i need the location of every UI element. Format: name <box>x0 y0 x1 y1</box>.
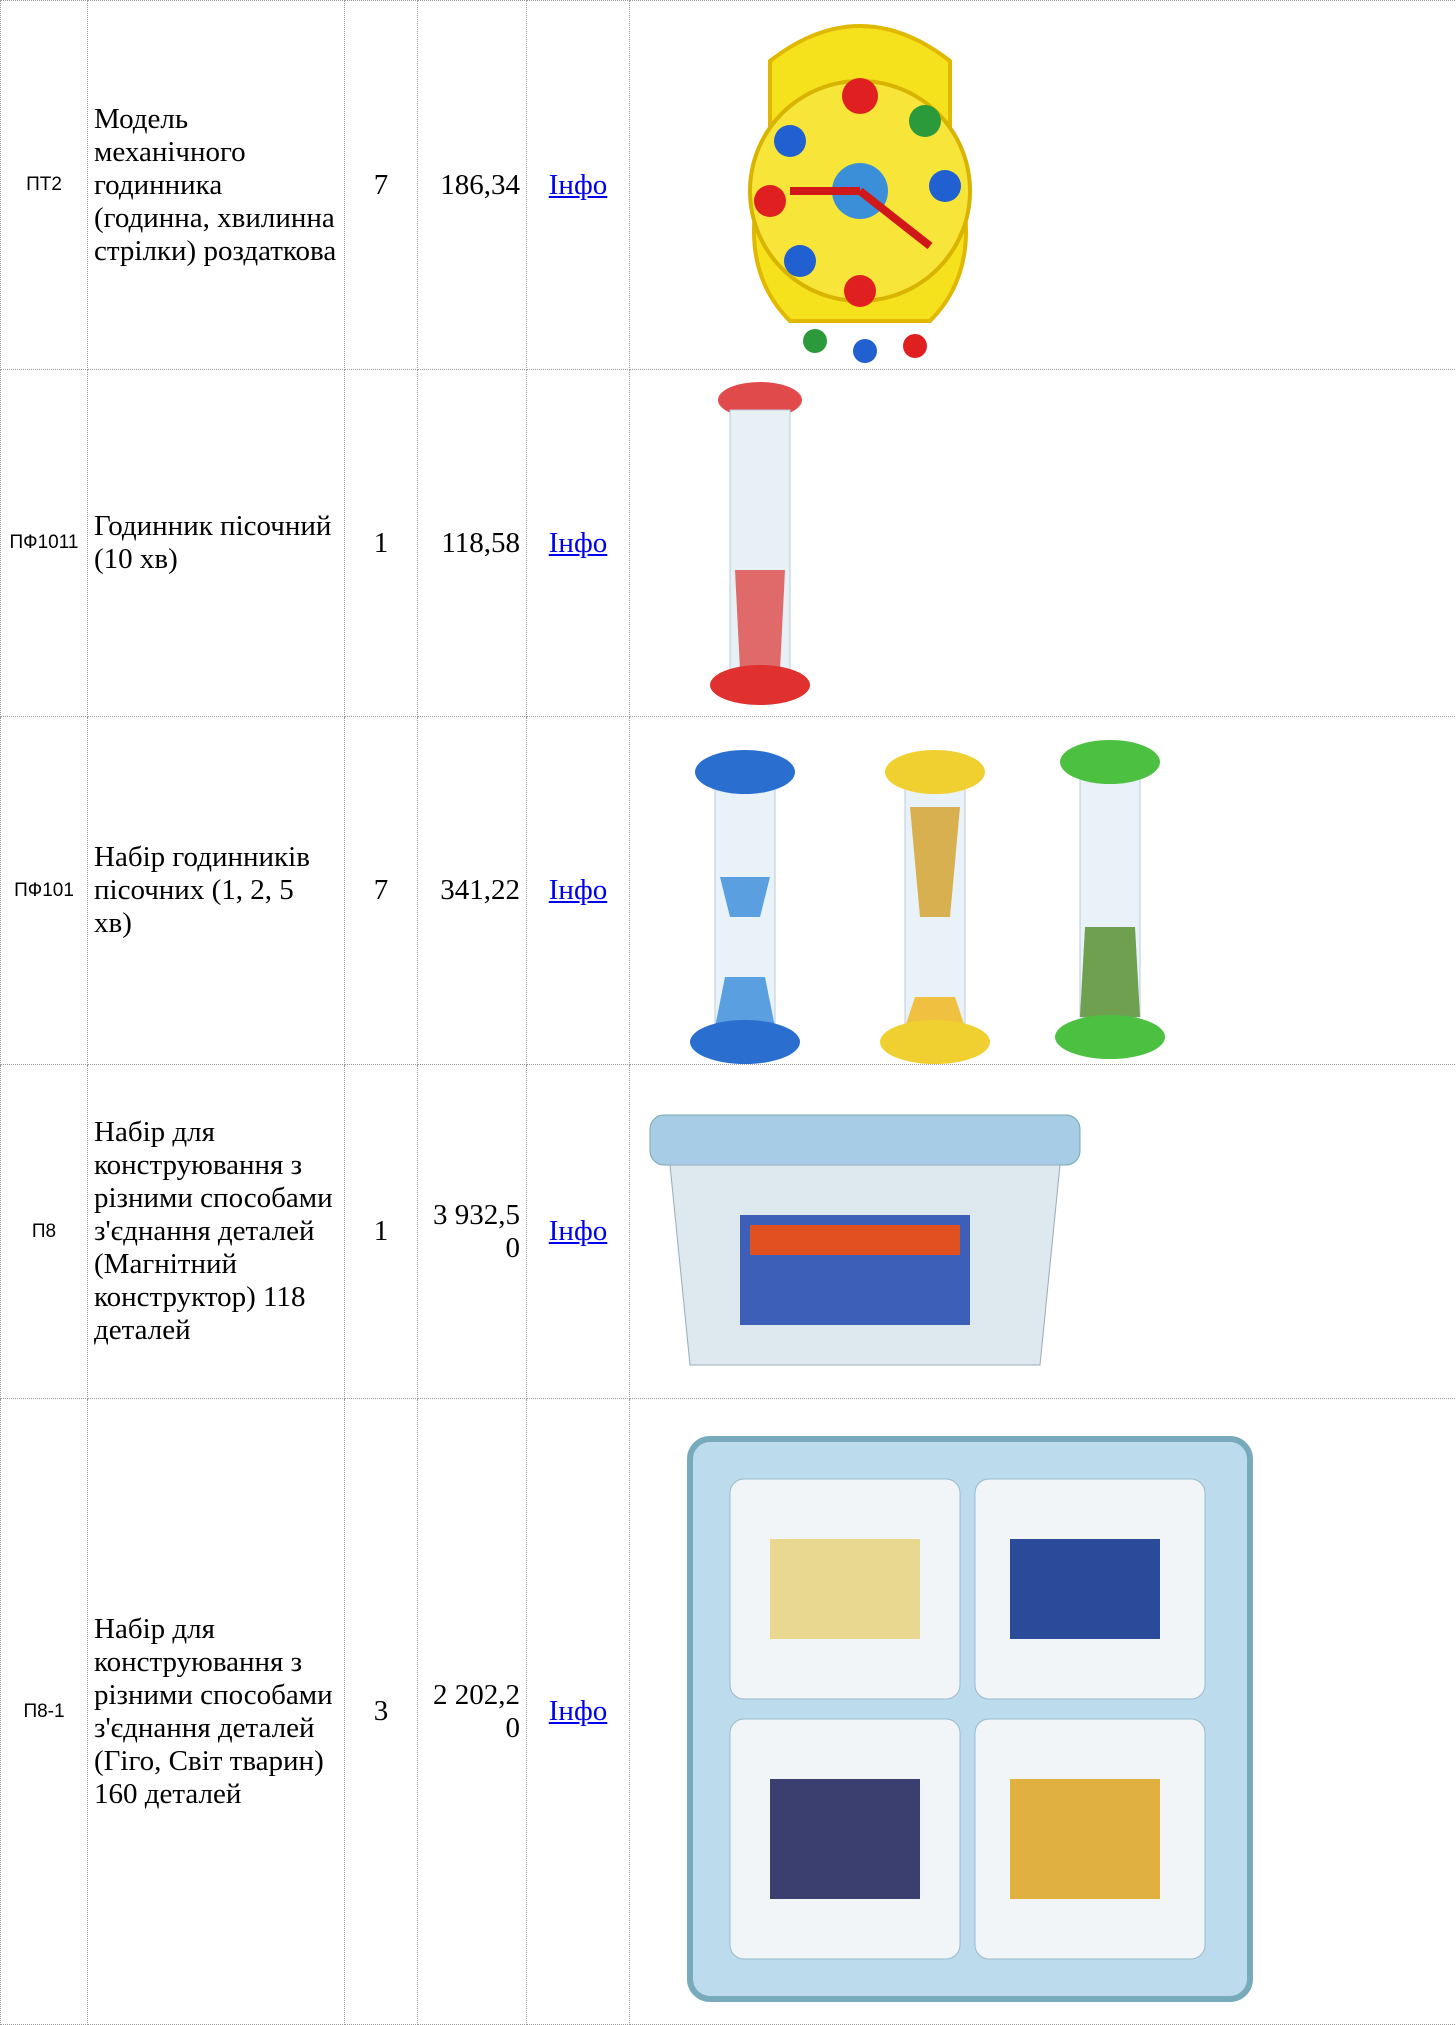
product-image <box>630 717 1456 1064</box>
product-image <box>630 1065 1456 1398</box>
info-link[interactable]: Інфо <box>549 169 607 201</box>
product-image-cell <box>630 1065 1456 1399</box>
product-code: П8-1 <box>1 1399 88 2025</box>
product-code: ПФ101 <box>1 717 88 1065</box>
product-image-cell <box>630 717 1456 1065</box>
product-name: Набір годинників пісочних (1, 2, 5 хв) <box>88 717 345 1065</box>
quantity: 7 <box>345 717 418 1065</box>
quantity: 1 <box>345 370 418 717</box>
quantity: 3 <box>345 1399 418 2025</box>
product-name: Модель механічного годинника (годинна, х… <box>88 1 345 370</box>
quantity: 1 <box>345 1065 418 1399</box>
info-link[interactable]: Інфо <box>549 1695 607 1727</box>
product-image <box>630 1 1456 369</box>
product-image <box>630 370 1456 716</box>
table-cell: Інфо <box>527 1065 630 1399</box>
table-cell: Інфо <box>527 370 630 717</box>
product-code: ПТ2 <box>1 1 88 370</box>
info-link[interactable]: Інфо <box>549 874 607 906</box>
product-code: П8 <box>1 1065 88 1399</box>
price: 186,34 <box>418 1 527 370</box>
quantity: 7 <box>345 1 418 370</box>
product-image-cell <box>630 370 1456 717</box>
table-cell: Інфо <box>527 1 630 370</box>
product-name: Набір для конструювання з різними способ… <box>88 1399 345 2025</box>
price: 3 932,50 <box>418 1065 527 1399</box>
product-image <box>630 1399 1456 2024</box>
info-link[interactable]: Інфо <box>549 1215 607 1247</box>
table-cell: Інфо <box>527 717 630 1065</box>
price: 118,58 <box>418 370 527 717</box>
product-code: ПФ1011 <box>1 370 88 717</box>
product-name: Набір для конструювання з різними способ… <box>88 1065 345 1399</box>
price: 341,22 <box>418 717 527 1065</box>
price: 2 202,20 <box>418 1399 527 2025</box>
table-cell: Інфо <box>527 1399 630 2025</box>
product-image-cell <box>630 1 1456 370</box>
product-name: Годинник пісочний (10 хв) <box>88 370 345 717</box>
info-link[interactable]: Інфо <box>549 527 607 559</box>
product-image-cell <box>630 1399 1456 2025</box>
